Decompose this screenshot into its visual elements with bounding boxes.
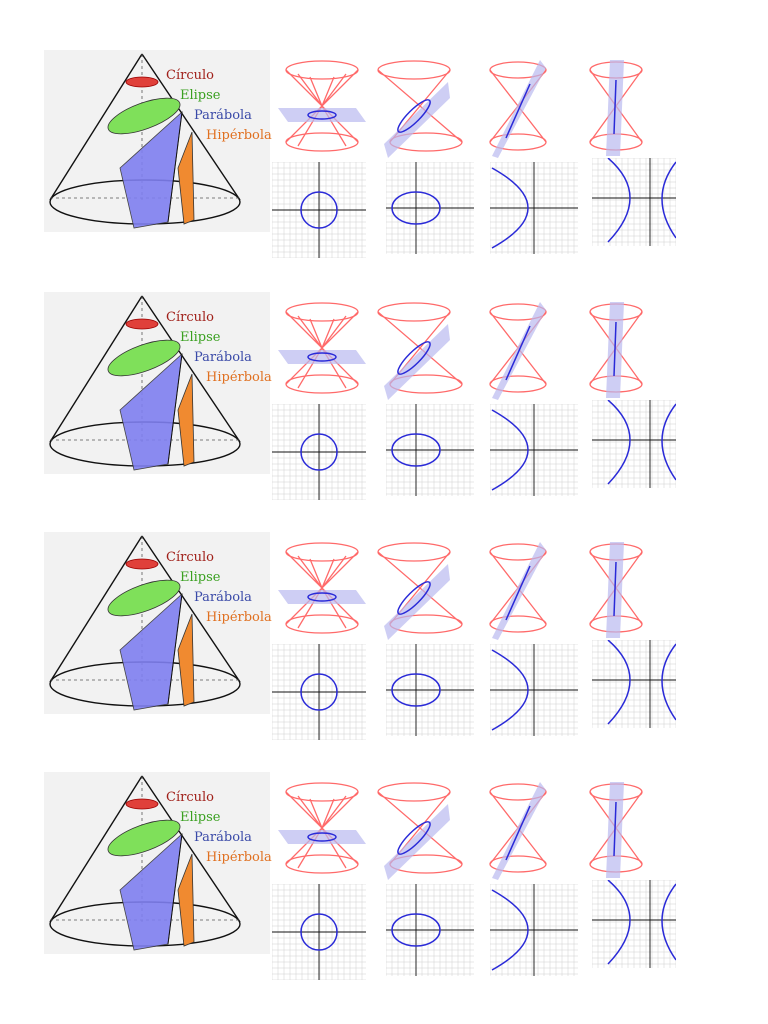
cone-section-hyperbola [589,542,643,638]
cone-diagram: Círculo Elipse Parábola Hipérbola [44,292,272,474]
graph-hyperbola [592,400,676,488]
cone-section-ellipse [377,782,463,880]
cone-section-circle [278,542,366,634]
cone-illustration [49,295,241,471]
cone-section-ellipse [377,302,463,400]
label-circle: Círculo [166,550,214,565]
cone-section-ellipse [377,60,463,158]
graph-circle [272,644,366,740]
cone-diagram: Círculo Elipse Parábola Hipérbola [44,772,272,954]
label-ellipse: Elipse [180,330,221,345]
label-hyperbola: Hipérbola [206,610,272,625]
cone-section-circle [278,302,366,394]
cone-section-hyperbola [589,60,643,156]
label-parabola: Parábola [194,108,252,123]
cone-diagram: Círculo Elipse Parábola Hipérbola [44,50,272,232]
label-hyperbola: Hipérbola [206,128,272,143]
graph-circle [272,404,366,500]
graph-parabola [490,884,578,976]
conic-sections-panel-4: Círculo Elipse Parábola Hipérbola [44,772,684,984]
cone-diagram: Círculo Elipse Parábola Hipérbola [44,532,272,714]
label-ellipse: Elipse [180,88,221,103]
cone-section-circle [278,782,366,874]
cone-illustration [49,775,241,951]
cone-section-parabola [489,302,547,400]
label-parabola: Parábola [194,590,252,605]
label-hyperbola: Hipérbola [206,370,272,385]
label-ellipse: Elipse [180,570,221,585]
cone-section-ellipse [377,542,463,640]
conic-sections-panel-1: Círculo Elipse Parábola Hipérbola [44,50,684,262]
label-circle: Círculo [166,68,214,83]
cone-section-parabola [489,782,547,880]
label-hyperbola: Hipérbola [206,850,272,865]
label-circle: Círculo [166,790,214,805]
graph-parabola [490,404,578,496]
graph-circle [272,884,366,980]
graph-ellipse [386,884,474,976]
cone-section-hyperbola [589,782,643,878]
label-ellipse: Elipse [180,810,221,825]
cone-section-parabola [489,542,547,640]
cone-section-circle [278,60,366,152]
graph-hyperbola [592,640,676,728]
label-circle: Círculo [166,310,214,325]
cone-illustration [49,53,241,229]
graph-ellipse [386,162,474,254]
graph-ellipse [386,644,474,736]
cone-section-parabola [489,60,547,158]
graph-hyperbola [592,880,676,968]
conic-sections-panel-3: Círculo Elipse Parábola Hipérbola [44,532,684,744]
graph-parabola [490,644,578,736]
graph-parabola [490,162,578,254]
cone-illustration [49,535,241,711]
cone-section-hyperbola [589,302,643,398]
conic-sections-panel-2: Círculo Elipse Parábola Hipérbola [44,292,684,504]
label-parabola: Parábola [194,830,252,845]
graph-hyperbola [592,158,676,246]
label-parabola: Parábola [194,350,252,365]
graph-ellipse [386,404,474,496]
graph-circle [272,162,366,258]
